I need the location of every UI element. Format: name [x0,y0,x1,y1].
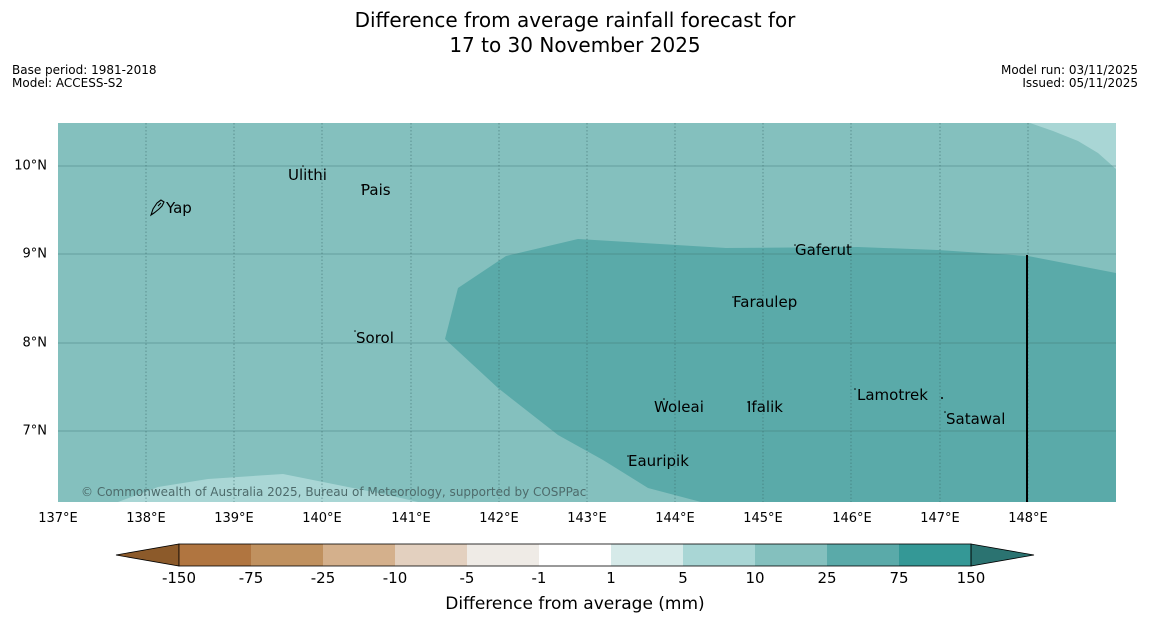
lon-label-145e: 145°E [743,511,783,526]
colorbar-tick: -5 [459,569,475,587]
lat-label-9n: 9°N [22,246,48,262]
colorbar-segment [683,544,755,566]
lat-label-10n: 10°N [14,158,47,174]
colorbar-label: Difference from average (mm) [445,594,705,614]
copyright-notice: © Commonwealth of Australia 2025, Bureau… [81,485,587,499]
colorbar-tick: 150 [956,569,986,587]
colorbar-segment [467,544,539,566]
colorbar-tick: 5 [678,569,688,587]
colorbar-tick: -10 [382,569,408,587]
colorbar-extend-high [970,543,1035,567]
map-title: Difference from average rainfall forecas… [0,8,1150,58]
lon-label-139e: 139°E [214,511,254,526]
place-label-yap: Yap [166,199,192,217]
lon-label-143e: 143°E [567,511,607,526]
colorbar-tick: -1 [531,569,547,587]
title-line-2: 17 to 30 November 2025 [449,33,701,57]
island-markers [302,165,946,457]
colorbar-segment [611,544,683,566]
meta-right: Model run: 03/11/2025 Issued: 05/11/2025 [1001,64,1138,90]
lon-label-137e: 137°E [38,511,78,526]
lon-label-140e: 140°E [302,511,342,526]
place-label-gaferut: Gaferut [795,241,852,259]
place-label-eauripik: Eauripik [628,452,689,470]
colorbar-tick: -150 [161,569,197,587]
lon-label-144e: 144°E [655,511,695,526]
colorbar-segment [323,544,395,566]
place-label-satawal: Satawal [946,410,1006,428]
anomaly-region-5-10-south [118,474,418,502]
place-label-lamotrek: Lamotrek [857,386,928,404]
colorbar-tick: 1 [606,569,616,587]
colorbar-segment [899,544,971,566]
title-line-1: Difference from average rainfall forecas… [354,8,796,32]
colorbar-segment [539,544,611,566]
colorbar-segment [251,544,323,566]
place-label-pais: Pais [361,181,391,199]
issued-text: Issued: 05/11/2025 [1022,76,1138,90]
place-label-faraulep: Faraulep [733,293,798,311]
anomaly-region-25-75 [445,239,1116,502]
colorbar-tick: 75 [889,569,909,587]
model-run-text: Model run: 03/11/2025 [1000,63,1138,77]
colorbar-tick: 25 [817,569,837,587]
place-label-sorol: Sorol [356,329,394,347]
colorbar-tick: -25 [310,569,336,587]
colorbar-tick: -75 [238,569,264,587]
place-label-ifalik: Ifalik [747,398,783,416]
lon-label-147e: 147°E [920,511,960,526]
place-label-woleai: Woleai [654,398,704,416]
meta-left: Base period: 1981-2018 Model: ACCESS-S2 [12,64,157,90]
colorbar-tick: 10 [745,569,765,587]
map-svg [58,123,1116,502]
place-label-ulithi: Ulithi [288,166,327,184]
rainfall-map [58,123,1116,502]
base-period-text: Base period: 1981-2018 [12,63,157,77]
lon-label-142e: 142°E [479,511,519,526]
colorbar-segment [827,544,899,566]
lat-label-8n: 8°N [22,335,48,351]
gridlines [58,123,1116,502]
colorbar-segment [179,544,251,566]
lon-label-148e: 148°E [1008,511,1048,526]
anomaly-region-5-10-northeast [1030,123,1116,169]
colorbar [115,543,1035,567]
yap-island-outline [149,199,165,217]
colorbar-extend-low [115,543,180,567]
lat-label-7n: 7°N [22,423,48,439]
colorbar-segment [395,544,467,566]
model-text: Model: ACCESS-S2 [12,76,124,90]
lon-label-138e: 138°E [126,511,166,526]
lon-label-141e: 141°E [391,511,431,526]
lon-label-146e: 146°E [832,511,872,526]
colorbar-segment [755,544,827,566]
colorbar-outline [178,543,972,567]
